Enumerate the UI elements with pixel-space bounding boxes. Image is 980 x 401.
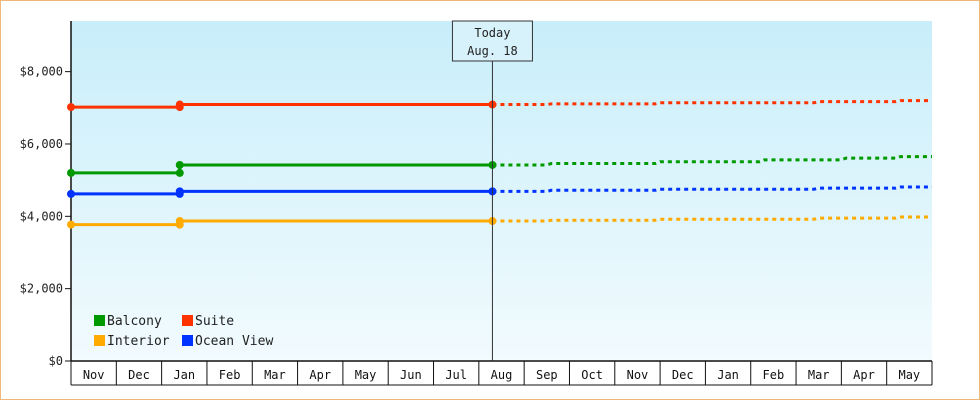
month-label: Nov [627, 368, 649, 382]
series-forecast-ocean-view [492, 185, 932, 193]
series-balcony [67, 155, 932, 177]
month-label: Oct [581, 368, 603, 382]
legend-swatch-interior [94, 335, 105, 346]
series-forecast-balcony [492, 155, 932, 167]
data-point [175, 187, 184, 196]
x-axis: Nov Dec Jan Feb Mar Apr May Jun Jul Aug Sep Oct Nov D… [70, 360, 933, 386]
legend-swatch-ocean-view [182, 335, 193, 346]
data-point [175, 100, 184, 109]
month-label: Jul [445, 368, 467, 382]
month-label: Jan [717, 368, 739, 382]
month-label: May [355, 368, 377, 382]
today-box [451, 20, 533, 62]
month-label: Apr [309, 368, 331, 382]
data-point [67, 220, 75, 229]
series-lines [67, 99, 932, 229]
legend-swatch-balcony [94, 315, 105, 326]
y-tick-label: $8,000 [20, 65, 63, 79]
today-label: Today [474, 26, 510, 40]
y-tick-label: $4,000 [20, 209, 63, 223]
legend: Balcony Suite Interior Ocean View [94, 314, 273, 349]
today-marker: Today Aug. 18 [451, 20, 533, 361]
y-tick-label: $2,000 [20, 282, 63, 296]
data-point [67, 189, 75, 198]
month-label: Dec [672, 368, 694, 382]
legend-label-ocean-view: Ocean View [195, 334, 273, 349]
data-point [175, 217, 184, 226]
y-tick-label: $6,000 [20, 137, 63, 151]
data-point [175, 168, 184, 177]
month-label: Dec [128, 368, 150, 382]
month-label: Jun [400, 368, 422, 382]
y-tick-label: $0 [49, 354, 63, 368]
month-label: May [898, 368, 920, 382]
data-point [67, 168, 75, 177]
month-label: Mar [808, 368, 830, 382]
series-interior [67, 215, 932, 229]
legend-label-balcony: Balcony [107, 314, 162, 329]
month-label: Apr [853, 368, 875, 382]
data-point [175, 160, 184, 169]
series-forecast-interior [492, 215, 932, 223]
month-label: Aug [491, 368, 513, 382]
y-axis: $0 $2,000 $4,000 $6,000 $8,000 [20, 21, 72, 368]
legend-swatch-suite [182, 315, 193, 326]
month-label: Feb [219, 368, 241, 382]
month-label: Nov [83, 368, 105, 382]
month-label: Jan [173, 368, 195, 382]
legend-label-suite: Suite [195, 314, 234, 329]
month-label: Sep [536, 368, 558, 382]
month-label: Feb [763, 368, 785, 382]
today-date: Aug. 18 [467, 44, 518, 58]
month-label: Mar [264, 368, 286, 382]
legend-label-interior: Interior [107, 334, 170, 349]
series-forecast-suite [492, 99, 932, 107]
series-suite [67, 99, 932, 112]
data-point [67, 103, 75, 112]
